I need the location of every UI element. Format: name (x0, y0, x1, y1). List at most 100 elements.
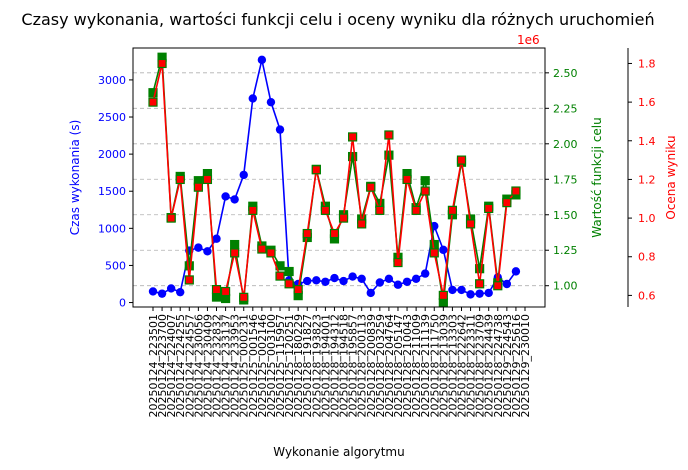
data-point (193, 182, 203, 192)
data-point (393, 257, 403, 268)
right-axis-tick-label: 0.8 (638, 251, 656, 264)
x-axis-tick-label: 20250125_120251 (283, 314, 296, 417)
data-point (475, 264, 485, 274)
data-point (348, 151, 358, 162)
x-axis-tick-label: 20250128_223709 (474, 314, 487, 417)
data-point (502, 279, 512, 289)
data-point (320, 205, 330, 215)
x-axis-tick-label: 20250124_223700 (156, 314, 169, 417)
data-point (275, 125, 285, 134)
data-point (511, 186, 521, 196)
x-axis-tick-label: 20250128_194312 (328, 314, 341, 417)
data-point (203, 247, 212, 256)
data-point (493, 281, 503, 291)
data-point (457, 285, 466, 295)
series-left (148, 55, 521, 299)
x-axis-tick-label: 20250124_230409 (201, 314, 214, 417)
data-point (329, 228, 340, 239)
data-point (375, 278, 385, 287)
data-point (484, 203, 494, 214)
data-point (239, 170, 248, 180)
data-point (375, 205, 385, 215)
x-axis-tick-label: 20250129_225616 (510, 314, 523, 417)
data-point (248, 205, 258, 215)
data-point (502, 198, 512, 208)
right-axis-tick-label: 1.0 (638, 212, 656, 225)
data-point (266, 248, 276, 258)
data-point (348, 132, 358, 142)
data-point (447, 205, 458, 215)
data-point (176, 287, 185, 297)
data-point (303, 276, 312, 286)
x-axis-tick-label: 20250128_194001 (319, 314, 332, 417)
data-point (194, 243, 203, 252)
data-point (420, 186, 430, 196)
x-axis-tick-label: 20250124_224007 (165, 314, 178, 417)
mid-axis-tick-label: 1.75 (553, 173, 578, 186)
data-point (511, 267, 521, 276)
data-point (184, 261, 194, 271)
right-axis-tick-label: 0.6 (638, 289, 656, 302)
data-point (366, 288, 375, 298)
data-point (321, 277, 330, 286)
data-point (202, 174, 213, 185)
x-axis-tick-label: 20250128_213303 (446, 314, 459, 417)
x-axis-tick-label: 20250128_224439 (483, 314, 496, 417)
x-axis-tick-label: 20250125_001546 (247, 314, 260, 417)
data-point (402, 277, 412, 286)
data-point (484, 288, 493, 298)
data-point (257, 244, 267, 254)
data-point (184, 275, 194, 285)
x-axis-tick-label: 20250128_211750 (428, 314, 441, 417)
data-point (312, 276, 321, 285)
x-axis-tick-label: 20250128_195857 (347, 314, 360, 417)
x-axis-tick-label: 20250124_224557 (183, 314, 196, 417)
left-axis-tick-label: 1500 (98, 185, 126, 198)
chart-title: Czasy wykonania, wartości funkcji celu i… (21, 10, 654, 29)
data-point (384, 274, 394, 283)
mid-axis-tick-label: 1.25 (553, 244, 578, 257)
data-point (221, 192, 230, 201)
data-point (284, 279, 294, 289)
x-axis-tick-label: 20250128_223311 (465, 314, 478, 417)
data-point (211, 285, 222, 295)
right-axis-tick-label: 1.4 (638, 135, 656, 148)
data-point (148, 287, 158, 296)
mid-axis-tick-label: 1.00 (553, 280, 578, 293)
data-point (420, 269, 430, 278)
data-point (220, 286, 231, 297)
x-axis-tick-label: 20250128_211009 (410, 314, 423, 417)
data-point (429, 248, 439, 258)
x-axis-tick-label: 20250129_224543 (501, 314, 514, 417)
left-axis-tick-label: 0 (119, 297, 126, 310)
x-axis-tick-label: 20250128_213039 (437, 314, 450, 417)
series-right (148, 58, 521, 302)
data-point (175, 174, 185, 185)
x-axis-tick-label: 20250125_115957 (274, 314, 287, 417)
x-axis-tick-label: 20250128_222642 (455, 314, 468, 417)
data-point (357, 219, 367, 229)
data-point (230, 239, 240, 250)
x-axis-tick-label: 20250128_191827 (301, 314, 314, 417)
data-point (302, 228, 312, 239)
data-point (339, 276, 348, 286)
data-point (338, 213, 349, 223)
x-axis-tick-label: 20250128_180229 (292, 314, 305, 417)
data-point (384, 130, 394, 140)
x-axis-tick-label: 20250128_205147 (392, 314, 405, 417)
x-axis-tick-label: 20250124_233137 (220, 314, 233, 417)
mid-axis-tick-label: 2.00 (553, 138, 578, 151)
x-axis-tick-label: 20250128_193823 (310, 314, 323, 417)
data-point (293, 285, 303, 295)
x-axis-tick-label: 20250128_224738 (492, 314, 505, 417)
data-point (466, 290, 475, 299)
right-axis-tick-label: 1.8 (638, 57, 656, 70)
x-axis-tick-label: 20250124_223501 (147, 314, 160, 417)
x-axis-tick-label: 20250124_233953 (229, 314, 242, 417)
data-point (311, 165, 321, 175)
mid-axis-label: Wartość funkcji celu (590, 117, 604, 237)
x-axis-tick-label: 20250128_200839 (365, 314, 378, 417)
x-axis-tick-label: 20250128_211139 (419, 314, 432, 417)
left-axis-tick-label: 500 (105, 259, 126, 272)
x-axis-label: Wykonanie algorytmu (273, 445, 404, 459)
